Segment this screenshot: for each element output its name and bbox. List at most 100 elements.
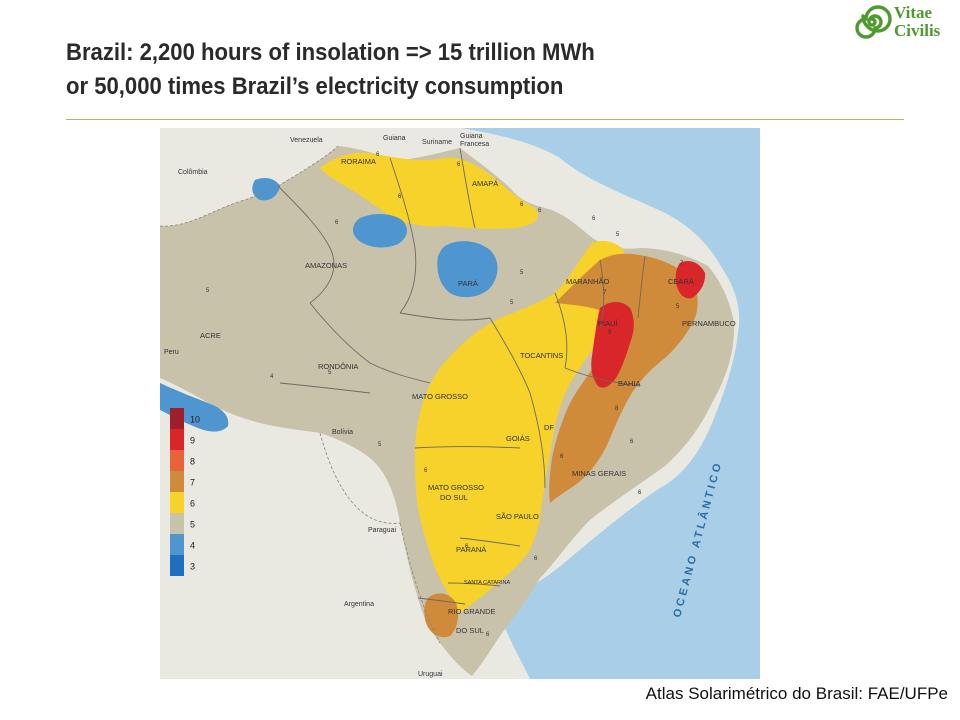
label-guiana-francesa-1: Guiana (460, 133, 483, 140)
zone-6-central (415, 240, 629, 613)
zone-9-piaui (591, 302, 634, 388)
label-venezuela: Venezuela (290, 137, 323, 144)
isohel-label: 6 (335, 220, 339, 226)
slide-title: Brazil: 2,200 hours of insolation => 15 … (66, 36, 765, 104)
label-acre: ACRE (200, 331, 221, 340)
zone-6-north (320, 152, 539, 229)
label-guiana-francesa-2: Francesa (460, 141, 489, 148)
zone-9-ceara (675, 261, 706, 299)
isohel-label: 6 (486, 632, 490, 638)
zone-4-amazonas (352, 214, 407, 248)
legend-swatch (170, 471, 184, 492)
isohel-label: 5 (378, 442, 382, 448)
title-line-2: or 50,000 times Brazil’s electricity con… (66, 73, 564, 100)
isohel-label: 6 (638, 490, 642, 496)
isohel-label: 6 (457, 162, 461, 168)
label-bahia: BAHIA (618, 379, 641, 388)
zone-7 (549, 253, 698, 503)
country-borders (160, 145, 441, 644)
label-bolivia: Bolívia (332, 429, 353, 436)
zone-7-south (424, 593, 458, 638)
legend-swatch (170, 513, 184, 534)
label-santa-catarina: SANTA CATARINA (464, 580, 510, 586)
label-ms-2: DO SUL (440, 493, 468, 502)
isohel-label: 5 (328, 370, 332, 376)
legend-swatch (170, 555, 184, 576)
state-labels: RORAIMA AMAPÁ AMAZONAS PARÁ MARANHÃO CEA… (200, 157, 736, 635)
label-sao-paulo: SÃO PAULO (496, 512, 539, 521)
legend-swatch (170, 429, 184, 450)
label-rs-1: RIO GRANDE (448, 607, 496, 616)
legend-value: 10 (190, 415, 200, 425)
isohel-label: 6 (398, 194, 402, 200)
label-amapa: AMAPÁ (472, 179, 498, 188)
isohel-label: 5 (616, 232, 620, 238)
label-uruguai: Uruguai (418, 671, 443, 678)
zone-4-colombia (252, 178, 280, 201)
legend-swatch (170, 534, 184, 555)
label-ms-1: MATO GROSSO (428, 483, 484, 492)
label-roraima: RORAIMA (341, 157, 376, 166)
isohel-label: 7 (680, 261, 684, 267)
isohel-label: 7 (603, 290, 607, 296)
isohel-label: 6 (424, 468, 428, 474)
label-suriname: Suriname (422, 139, 452, 146)
legend-value: 8 (190, 457, 195, 467)
legend-swatch (170, 408, 184, 429)
atlantic-ocean (460, 128, 760, 679)
label-piaui: PIAUÍ (598, 319, 619, 328)
isohel-label: 5 (206, 288, 210, 294)
title-line-1: Brazil: 2,200 hours of insolation => 15 … (66, 39, 595, 66)
label-guiana: Guiana (383, 135, 406, 142)
isohel-label: 4 (270, 374, 274, 380)
zone-4-acre (160, 383, 229, 432)
legend-swatch (170, 492, 184, 513)
label-paraguai: Paraguai (368, 527, 396, 534)
legend-swatch (170, 450, 184, 471)
isohel-label: 9 (608, 330, 612, 336)
legend-value: 9 (190, 436, 195, 446)
country-labels: Venezuela Guiana Suriname Guiana Frances… (164, 133, 489, 678)
legend-value: 6 (190, 499, 195, 509)
label-parana: PARANÁ (456, 545, 486, 554)
zone-4-para (437, 241, 498, 298)
isohel-label: 6 (560, 454, 564, 460)
label-minas-gerais: MINAS GERAIS (572, 469, 626, 478)
label-df: DF (544, 423, 554, 432)
isohel-label: 6 (538, 208, 542, 214)
vitae-civilis-logo: Vitae Civilis (848, 0, 960, 44)
state-borders (277, 147, 646, 605)
label-goias: GOIÁS (506, 434, 530, 443)
isohel-label: 6 (465, 544, 469, 550)
label-rondonia: RONDÔNIA (318, 362, 358, 371)
legend-value: 4 (190, 541, 195, 551)
legend-value: 7 (190, 478, 195, 488)
title-divider (66, 119, 904, 120)
isohel-label: 6 (630, 439, 634, 445)
isohel-label: 6 (520, 202, 524, 208)
label-argentina: Argentina (344, 601, 374, 608)
logo-word-2: Civilis (894, 21, 941, 40)
isohel-label: 6 (592, 216, 596, 222)
isohel-label: 6 (534, 556, 538, 562)
isohel-label: 6 (376, 152, 380, 158)
legend: 10 9 8 7 6 5 4 3 (170, 408, 200, 576)
label-mato-grosso: MATO GROSSO (412, 392, 468, 401)
label-maranhao: MARANHÃO (566, 277, 610, 286)
legend-value: 3 (190, 562, 195, 572)
label-peru: Peru (164, 349, 179, 356)
label-colombia: Colômbia (178, 169, 208, 176)
logo-word-1: Vitae (894, 3, 933, 22)
label-pernambuco: PERNAMBUCO (682, 319, 736, 328)
isohel-labels: 6 6 6 6 6 6 6 7 5 5 5 5 5 4 5 6 6 6 6 6 … (206, 152, 684, 638)
isohel-label: 5 (520, 270, 524, 276)
label-para: PARÁ (458, 279, 478, 288)
source-caption: Atlas Solarimétrico do Brasil: FAE/UFPe (645, 684, 948, 703)
isohel-label: 5 (510, 300, 514, 306)
label-amazonas: AMAZONAS (305, 261, 347, 270)
label-ceara: CEARÁ (668, 277, 694, 286)
isohel-label: 8 (615, 406, 619, 412)
spiral-logo-icon (854, 4, 892, 40)
isohel-label: 5 (676, 304, 680, 310)
insolation-map: 10 9 8 7 6 5 4 3 Venezuela Guiana Suriname Guia… (160, 128, 760, 679)
